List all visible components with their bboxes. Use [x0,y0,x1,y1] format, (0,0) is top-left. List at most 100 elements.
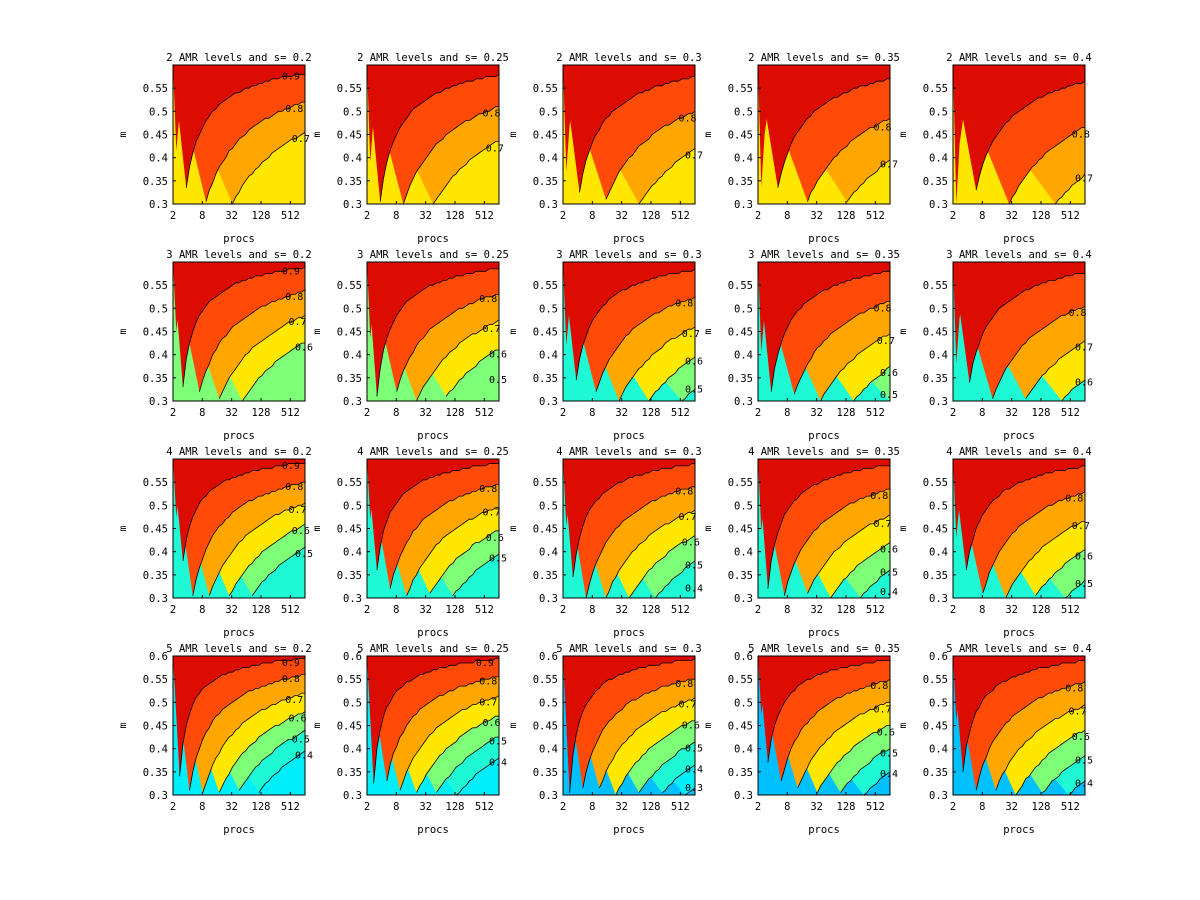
contour-line [840,748,890,793]
contour-region [367,262,499,397]
x-axis-label: procs [613,430,645,442]
contour-label: 0.4 [685,765,703,776]
contour-line [575,268,695,381]
contour-label: 0.7 [486,143,504,154]
y-tick-label: 0.4 [149,153,168,165]
contour-region [367,262,499,339]
contour-label: 0.8 [675,299,693,310]
contour-fill-area [758,656,890,795]
contour-fill-area [758,65,890,204]
y-tick-label: 0.35 [337,767,362,779]
y-tick-label: 0.55 [337,477,362,489]
contour-label: 0.7 [685,150,703,161]
x-tick-label: 8 [784,210,790,222]
x-tick-label: 8 [589,801,595,813]
subplot-3-amr-s-0.2: 0.9 0.8 0.7 0.6 3 AMR levels and s= 0.2 2 8 32 1… [118,249,313,442]
y-axis-label: m [118,722,129,728]
y-tick-label: 0.55 [923,674,948,686]
x-tick-label: 128 [252,604,271,616]
y-tick-label: 0.3 [929,199,948,211]
x-tick-label: 128 [1032,407,1051,419]
contour-region [953,262,1085,364]
x-tick-label: 8 [199,407,205,419]
contour-label: 0.6 [685,357,703,368]
x-tick-label: 2 [950,407,956,419]
y-tick-label: 0.45 [923,524,948,536]
y-tick-label: 0.45 [923,327,948,339]
subplot-title: 5 AMR levels and s= 0.3 [556,643,701,655]
contour-fill-area [758,459,890,598]
x-tick-label: 2 [170,210,176,222]
y-tick-label: 0.35 [923,767,948,779]
x-tick-label: 512 [475,801,494,813]
contour-line [605,509,695,598]
contour-label: 0.8 [1072,130,1090,141]
contour-line [208,502,305,596]
x-tick-label: 2 [950,210,956,222]
contour-line [807,117,890,202]
contour-label: 0.6 [486,533,504,544]
x-tick-label: 32 [225,604,238,616]
contour-region [563,65,695,172]
x-axis-label: procs [223,824,255,836]
contour-fill-area [173,656,305,795]
y-tick-label: 0.3 [734,199,753,211]
y-tick-label: 0.55 [143,280,168,292]
contour-line [797,701,890,789]
subplot-title: 2 AMR levels and s= 0.35 [748,52,900,64]
y-tick-label: 0.35 [337,570,362,582]
contour-region [173,459,305,561]
x-tick-label: 32 [225,407,238,419]
contour-line [1008,127,1085,204]
subplot-5-amr-s-0.4: 0.8 0.7 0.6 0.5 0.4 5 AMR levels and s= 0.4 2 8… [898,643,1093,836]
x-tick-label: 128 [642,407,661,419]
x-tick-label: 128 [1032,604,1051,616]
x-axis-label: procs [417,627,449,639]
y-tick-label: 0.3 [149,790,168,802]
x-tick-label: 128 [642,210,661,222]
subplot-5-amr-s-0.3: 0.8 0.7 0.6 0.5 0.4 0.3 5 AMR levels and s= 0.… [508,643,703,836]
subplot-2-amr-s-0.35: 0.8 0.7 2 AMR levels and s= 0.35 2 8 32 128 512… [703,52,900,245]
contour-region [953,459,1085,571]
x-tick-label: 2 [560,407,566,419]
contour-region [563,65,695,193]
contour-line [863,771,890,795]
contour-region [367,65,499,202]
x-tick-label: 8 [393,801,399,813]
x-axis-label: procs [1003,627,1035,639]
y-tick-label: 0.35 [728,176,753,188]
y-tick-label: 0.45 [728,327,753,339]
contour-line [406,507,499,596]
contour-label: 0.7 [1069,707,1087,718]
contour-line [962,660,1085,772]
contour-line [975,80,1085,191]
contour-line [199,289,305,392]
x-tick-label: 32 [419,801,432,813]
y-tick-label: 0.6 [734,651,753,663]
y-tick-label: 0.45 [337,130,362,142]
x-tick-label: 32 [810,210,823,222]
subplot-2-amr-s-0.2: 0.9 0.8 0.7 2 AMR levels and s= 0.2 2 8 32 128 5… [118,52,312,245]
contour-label: 0.8 [874,123,892,134]
y-axis-label: m [118,131,129,137]
y-tick-label: 0.5 [539,500,558,512]
y-tick-label: 0.5 [539,106,558,118]
contour-line [992,305,1085,399]
contour-label: 0.8 [870,491,888,502]
x-tick-label: 128 [252,801,271,813]
contour-fill-area [563,656,695,795]
subplot-5-amr-s-0.25: 0.9 0.8 0.7 0.6 0.5 0.4 5 AMR levels and s= 0.… [312,643,509,836]
contour-line [681,389,695,401]
subplot-3-amr-s-0.25: 0.8 0.7 0.6 0.5 3 AMR levels and s= 0.25 2 8 32… [312,249,509,442]
x-tick-label: 8 [589,210,595,222]
subplot-2-amr-s-0.3: 0.8 0.7 2 AMR levels and s= 0.3 2 8 32 128 512 0… [508,52,703,245]
y-tick-label: 0.45 [533,524,558,536]
y-tick-label: 0.4 [343,153,362,165]
y-tick-label: 0.35 [337,176,362,188]
contour-line [684,787,695,795]
x-tick-label: 512 [281,210,300,222]
y-tick-label: 0.5 [929,697,948,709]
contour-label: 0.5 [685,384,703,395]
contour-label: 0.5 [292,734,310,745]
contour-line [975,681,1085,791]
